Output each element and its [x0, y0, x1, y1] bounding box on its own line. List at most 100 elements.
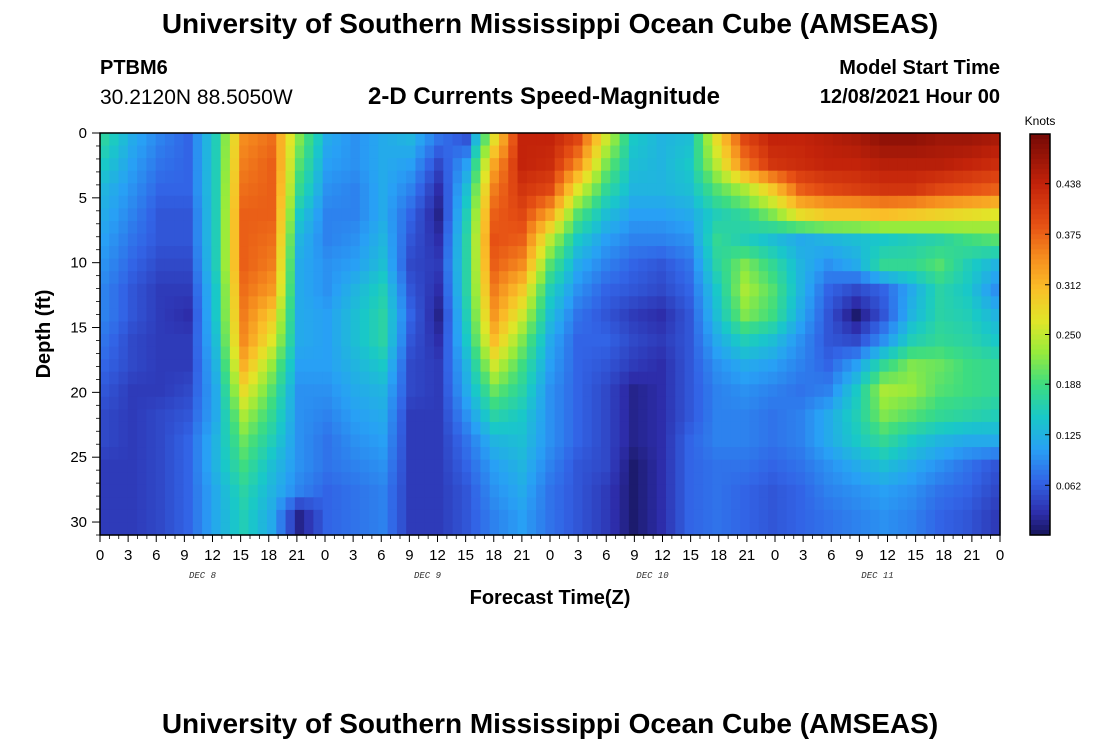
heatmap-cell	[795, 170, 806, 184]
heatmap-cell	[990, 522, 1001, 536]
heatmap-cell	[712, 158, 723, 172]
heatmap-cell	[164, 208, 175, 222]
heatmap-cell	[591, 246, 602, 260]
heatmap-cell	[647, 409, 658, 423]
heatmap-cell	[285, 233, 296, 247]
heatmap-cell	[267, 421, 277, 436]
heatmap-cell	[758, 145, 769, 159]
heatmap-cell	[870, 133, 880, 147]
heatmap-cell	[805, 522, 816, 536]
heatmap-cell	[814, 145, 825, 159]
heatmap-cell	[248, 346, 259, 360]
heatmap-cell	[294, 484, 305, 498]
heatmap-cell	[665, 497, 676, 511]
heatmap-cell	[962, 133, 973, 147]
heatmap-cell	[257, 258, 268, 272]
heatmap-cell	[805, 371, 816, 385]
heatmap-cell	[870, 459, 880, 473]
heatmap-cell	[758, 195, 769, 209]
heatmap-cell	[369, 308, 379, 323]
heatmap-cell	[480, 233, 491, 247]
heatmap-cell	[619, 334, 630, 348]
heatmap-cell	[795, 271, 806, 285]
colorbar-segment	[1030, 174, 1050, 180]
heatmap-cell	[100, 384, 110, 398]
heatmap-cell	[768, 346, 778, 360]
heatmap-cell	[109, 409, 120, 423]
heatmap-cell	[944, 170, 955, 184]
heatmap-cell	[684, 421, 695, 436]
heatmap-cell	[109, 334, 120, 348]
heatmap-cell	[916, 384, 927, 398]
heatmap-cell	[591, 220, 602, 235]
heatmap-cell	[137, 371, 147, 385]
heatmap-cell	[768, 509, 778, 524]
heatmap-cell	[517, 509, 528, 524]
heatmap-cell	[758, 258, 769, 272]
heatmap-cell	[665, 447, 676, 461]
heatmap-cell	[703, 133, 713, 147]
heatmap-cell	[387, 359, 398, 373]
heatmap-cell	[860, 208, 871, 222]
heatmap-cell	[536, 434, 546, 448]
heatmap-cell	[860, 509, 871, 524]
heatmap-cell	[591, 145, 602, 159]
heatmap-cell	[675, 334, 686, 348]
heatmap-cell	[341, 484, 352, 498]
heatmap-cell	[758, 233, 769, 247]
heatmap-cell	[962, 233, 973, 247]
heatmap-cell	[730, 421, 741, 436]
heatmap-cell	[786, 220, 797, 235]
heatmap-cell	[443, 246, 454, 260]
heatmap-cell	[498, 409, 509, 423]
heatmap-cell	[192, 296, 203, 310]
heatmap-cell	[202, 497, 212, 511]
heatmap-cell	[146, 522, 157, 536]
heatmap-cell	[749, 459, 760, 473]
heatmap-cell	[591, 396, 602, 410]
heatmap-cell	[693, 447, 704, 461]
heatmap-cell	[387, 308, 398, 323]
heatmap-cell	[601, 220, 611, 235]
heatmap-cell	[554, 220, 565, 235]
heatmap-cell	[740, 384, 751, 398]
heatmap-cell	[925, 170, 936, 184]
heatmap-cell	[434, 459, 444, 473]
colorbar-segment	[1030, 189, 1050, 195]
colorbar-segment	[1030, 154, 1050, 160]
heatmap-cell	[601, 434, 611, 448]
heatmap-cell	[832, 522, 843, 536]
heatmap-cell	[239, 158, 250, 172]
heatmap-cell	[452, 258, 463, 272]
heatmap-cell	[378, 459, 389, 473]
heatmap-cell	[257, 321, 268, 335]
heatmap-cell	[786, 384, 797, 398]
heatmap-cell	[990, 459, 1001, 473]
heatmap-cell	[860, 434, 871, 448]
heatmap-cell	[406, 183, 417, 197]
colorbar-segment	[1030, 294, 1050, 301]
heatmap-cell	[350, 472, 361, 486]
heatmap-cell	[536, 308, 546, 323]
heatmap-cell	[118, 258, 129, 272]
heatmap-cell	[730, 208, 741, 222]
heatmap-cell	[972, 509, 983, 524]
heatmap-cell	[229, 409, 240, 423]
heatmap-cell	[526, 271, 537, 285]
heatmap-cell	[805, 233, 816, 247]
heatmap-cell	[851, 271, 862, 285]
heatmap-cell	[155, 195, 166, 209]
heatmap-cell	[267, 246, 277, 260]
heatmap-cell	[582, 334, 593, 348]
heatmap-cell	[471, 145, 482, 159]
heatmap-cell	[526, 434, 537, 448]
heatmap-cell	[146, 509, 157, 524]
heatmap-cell	[916, 220, 927, 235]
heatmap-cell	[331, 321, 342, 335]
heatmap-cell	[192, 183, 203, 197]
heatmap-cell	[396, 183, 407, 197]
heatmap-cell	[331, 497, 342, 511]
heatmap-cell	[146, 195, 157, 209]
heatmap-cell	[211, 283, 222, 297]
heatmap-cell	[823, 145, 834, 159]
